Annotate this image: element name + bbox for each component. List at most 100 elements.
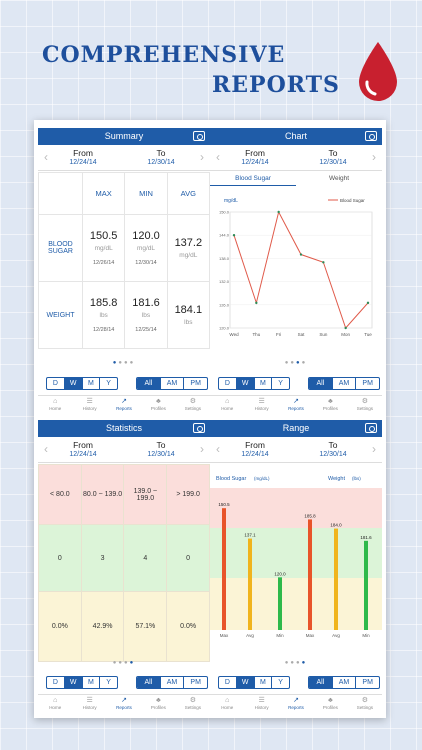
tab-history[interactable]: ☰ History <box>244 695 278 712</box>
tab-home[interactable]: ⌂ Home <box>210 396 244 413</box>
tab-reports[interactable]: ↗ Reports <box>107 396 141 413</box>
tab-label: Settings <box>356 705 373 710</box>
from-date[interactable]: 12/24/14 <box>241 159 269 166</box>
segment-m[interactable]: M <box>255 677 273 688</box>
segment-all[interactable]: All <box>137 378 161 389</box>
tab-settings[interactable]: ⚙ Settings <box>348 695 382 712</box>
segment-y[interactable]: Y <box>106 380 111 387</box>
segment-pm[interactable]: PM <box>362 380 373 387</box>
time-segment[interactable]: All AM PM <box>136 676 208 689</box>
tab-history[interactable]: ☰ History <box>72 396 106 413</box>
camera-icon[interactable] <box>193 131 205 141</box>
camera-icon[interactable] <box>365 423 377 433</box>
page-dots: ●●●● <box>284 360 308 366</box>
tab-reports[interactable]: ↗ Reports <box>107 695 141 712</box>
segment-m[interactable]: M <box>255 378 273 389</box>
tab-home[interactable]: ⌂ Home <box>38 396 72 413</box>
from-date[interactable]: 12/24/14 <box>69 159 97 166</box>
to-date[interactable]: 12/30/14 <box>319 159 347 166</box>
segment-w[interactable]: W <box>236 378 255 389</box>
tab-settings[interactable]: ⚙ Settings <box>176 396 210 413</box>
segment-am[interactable]: AM <box>161 378 185 389</box>
tab-home[interactable]: ⌂ Home <box>38 695 72 712</box>
segment-d[interactable]: D <box>47 378 65 389</box>
count-row: 0 3 4 0 <box>38 524 210 592</box>
tab-settings[interactable]: ⚙ Settings <box>176 695 210 712</box>
tab-reports[interactable]: ↗ Reports <box>279 396 313 413</box>
tab-blood-sugar[interactable]: Blood Sugar <box>210 172 296 186</box>
segment-pm[interactable]: PM <box>190 679 201 686</box>
segment-w[interactable]: W <box>236 677 255 688</box>
camera-icon[interactable] <box>193 423 205 433</box>
from-date[interactable]: 12/24/14 <box>241 451 269 458</box>
chevron-left-icon[interactable]: ‹ <box>44 150 48 164</box>
time-segment[interactable]: All AM PM <box>136 377 208 390</box>
chevron-right-icon[interactable]: › <box>372 442 376 456</box>
tab-history[interactable]: ☰ History <box>72 695 106 712</box>
segment-y[interactable]: Y <box>278 679 283 686</box>
tab-settings[interactable]: ⚙ Settings <box>348 396 382 413</box>
tab-history[interactable]: ☰ History <box>244 396 278 413</box>
to-date[interactable]: 12/30/14 <box>147 451 175 458</box>
segment-pm[interactable]: PM <box>190 380 201 387</box>
camera-icon[interactable] <box>365 131 377 141</box>
x-tick-label: Sun <box>319 332 328 337</box>
tab-weight[interactable]: Weight <box>328 175 350 182</box>
chevron-right-icon[interactable]: › <box>200 150 204 164</box>
time-segment[interactable]: All AM PM <box>308 676 380 689</box>
tab-profiles[interactable]: ♣ Profiles <box>141 396 175 413</box>
chevron-right-icon[interactable]: › <box>200 442 204 456</box>
segment-w[interactable]: W <box>64 677 83 688</box>
tab-profiles[interactable]: ♣ Profiles <box>313 695 347 712</box>
segment-am[interactable]: AM <box>161 677 185 688</box>
segment-m[interactable]: M <box>83 378 101 389</box>
x-tick-label: Sat <box>298 332 306 337</box>
segment-w[interactable]: W <box>64 378 83 389</box>
tab-profiles[interactable]: ♣ Profiles <box>141 695 175 712</box>
time-segment[interactable]: All AM PM <box>308 377 380 390</box>
tab-label: Profiles <box>322 705 338 710</box>
tab-reports[interactable]: ↗ Reports <box>279 695 313 712</box>
segment-d[interactable]: D <box>219 677 237 688</box>
chevron-left-icon[interactable]: ‹ <box>216 150 220 164</box>
tab-label: Profiles <box>150 705 166 710</box>
from-date[interactable]: 12/24/14 <box>69 451 97 458</box>
chevron-left-icon[interactable]: ‹ <box>216 442 220 456</box>
range-bar <box>278 577 282 630</box>
trend-icon: ↗ <box>121 697 127 704</box>
count-cell: 0 <box>38 524 82 592</box>
segment-y[interactable]: Y <box>106 679 111 686</box>
segment-am[interactable]: AM <box>333 677 357 688</box>
to-date[interactable]: 12/30/14 <box>147 159 175 166</box>
chevron-right-icon[interactable]: › <box>372 150 376 164</box>
tab-label: History <box>254 705 269 710</box>
segment-pm[interactable]: PM <box>362 679 373 686</box>
to-date[interactable]: 12/30/14 <box>319 451 347 458</box>
bar-value-label: 184.0 <box>330 523 342 528</box>
chevron-left-icon[interactable]: ‹ <box>44 442 48 456</box>
segment-all[interactable]: All <box>309 378 333 389</box>
segment-am[interactable]: AM <box>333 378 357 389</box>
segment-m[interactable]: M <box>83 677 101 688</box>
segment-all[interactable]: All <box>309 677 333 688</box>
segment-all[interactable]: All <box>137 677 161 688</box>
segment-d[interactable]: D <box>219 378 237 389</box>
y-tick-label: 132.0 <box>219 279 230 284</box>
gear-icon: ⚙ <box>189 398 196 405</box>
tab-home[interactable]: ⌂ Home <box>210 695 244 712</box>
range-bar <box>308 519 312 630</box>
range-bar-chart: Blood Sugar (mg/dL) Weight (lbs) 150.5 Max 137… <box>210 476 382 638</box>
tab-profiles[interactable]: ♣ Profiles <box>313 396 347 413</box>
tab-bar: ⌂ Home ☰ History ↗ Reports ♣ Profiles ⚙ Settings <box>210 395 382 413</box>
segment-y[interactable]: Y <box>278 380 283 387</box>
hero-title-line2: REPORTS <box>212 72 340 98</box>
segment-d[interactable]: D <box>47 677 65 688</box>
